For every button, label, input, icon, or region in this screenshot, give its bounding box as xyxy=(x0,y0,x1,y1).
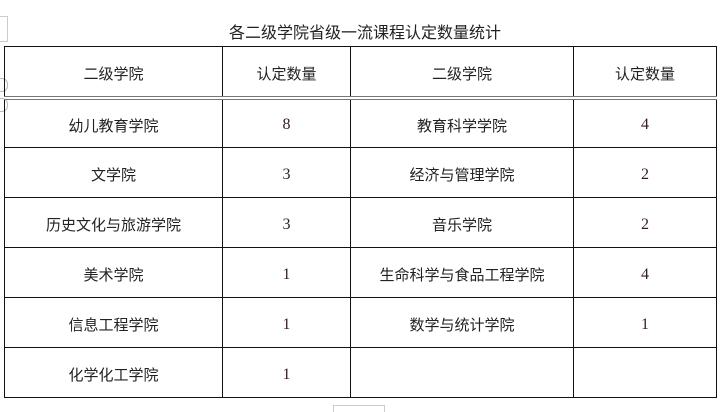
table-row: 化学化工学院 1 xyxy=(4,347,717,398)
college-cell: 经济与管理学院 xyxy=(350,147,574,198)
count-cell: 1 xyxy=(222,247,351,298)
college-cell: 化学化工学院 xyxy=(4,347,223,398)
count-cell: 1 xyxy=(573,297,717,348)
header-college: 二级学院 xyxy=(350,46,574,100)
count-cell xyxy=(573,347,717,398)
college-cell: 音乐学院 xyxy=(350,197,574,248)
count-cell: 1 xyxy=(222,347,351,398)
count-cell: 8 xyxy=(222,97,351,148)
count-cell: 2 xyxy=(573,197,717,248)
count-cell: 4 xyxy=(573,247,717,298)
college-cell: 信息工程学院 xyxy=(4,297,223,348)
count-cell: 3 xyxy=(222,197,351,248)
count-cell: 4 xyxy=(573,97,717,148)
table-row: 历史文化与旅游学院 3 音乐学院 2 xyxy=(4,197,717,248)
college-cell: 幼儿教育学院 xyxy=(4,97,223,148)
table-row: 幼儿教育学院 8 教育科学学院 4 xyxy=(4,97,717,148)
table-title: 各二级学院省级一流课程认定数量统计 xyxy=(228,23,501,42)
margin-marker xyxy=(0,16,8,42)
college-cell: 美术学院 xyxy=(4,247,223,298)
table-row: 美术学院 1 生命科学与食品工程学院 4 xyxy=(4,247,717,298)
header-count: 认定数量 xyxy=(222,46,351,100)
college-cell xyxy=(350,347,574,398)
college-cell: 历史文化与旅游学院 xyxy=(4,197,223,248)
count-cell: 2 xyxy=(573,147,717,198)
count-cell: 3 xyxy=(222,147,351,198)
count-cell: 1 xyxy=(222,297,351,348)
table-row: 信息工程学院 1 数学与统计学院 1 xyxy=(4,297,717,348)
header-count: 认定数量 xyxy=(573,46,717,100)
college-cell: 生命科学与食品工程学院 xyxy=(350,247,574,298)
statistics-table: 二级学院 认定数量 二级学院 认定数量 幼儿教育学院 8 教育科学学院 4 文学… xyxy=(4,46,717,398)
table-header-row: 二级学院 认定数量 二级学院 认定数量 xyxy=(4,46,717,100)
college-cell: 数学与统计学院 xyxy=(350,297,574,348)
bottom-tab[interactable] xyxy=(333,405,385,412)
table-row: 文学院 3 经济与管理学院 2 xyxy=(4,147,717,198)
header-college: 二级学院 xyxy=(4,46,223,100)
college-cell: 教育科学学院 xyxy=(350,97,574,148)
college-cell: 文学院 xyxy=(4,147,223,198)
